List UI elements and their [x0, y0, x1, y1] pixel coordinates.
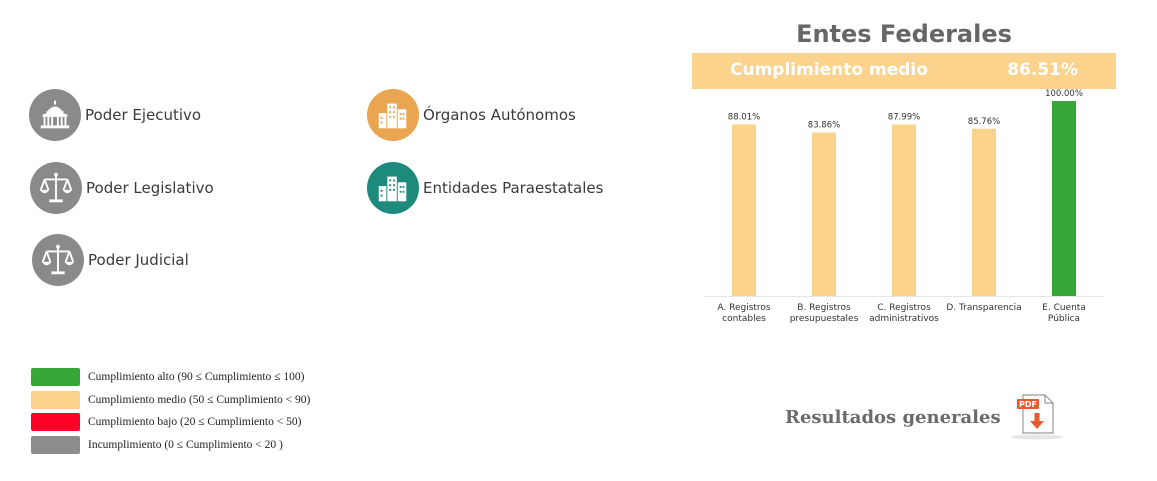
data-label: 88.01% [728, 112, 760, 122]
category-label: presupuestales [790, 314, 859, 324]
bar [892, 124, 916, 296]
category-entidades-paraestatales[interactable]: Entidades Paraestatales [367, 162, 603, 214]
resultados-generales-link[interactable]: Resultados generales PDF [785, 393, 1069, 441]
city-buildings-icon [367, 89, 419, 141]
pdf-badge-text: PDF [1019, 400, 1037, 409]
legend-label: Incumplimiento (0 ≤ Cumplimiento < 20 ) [88, 438, 283, 451]
category-label: A. Registros [717, 303, 771, 313]
legend-swatch [31, 435, 80, 454]
data-label: 83.86% [808, 120, 840, 130]
chart-title: Entes Federales [796, 20, 1012, 48]
category-label: administrativos [869, 314, 939, 324]
category-label: Órganos Autónomos [423, 106, 576, 124]
category-poder-judicial[interactable]: Poder Judicial [32, 234, 189, 286]
legend-item-bajo: Cumplimiento bajo (20 ≤ Cumplimiento < 5… [31, 411, 310, 434]
legend-swatch [31, 368, 80, 387]
category-label: Poder Judicial [88, 251, 189, 269]
summary-band: Cumplimiento medio 86.51% [692, 53, 1116, 89]
category-label: Poder Legislativo [86, 179, 214, 197]
category-label: C. Registros [877, 303, 931, 313]
data-label: 100.00% [1045, 89, 1083, 99]
summary-value: 86.51% [1007, 60, 1078, 80]
category-label: D. Transparencia [946, 303, 1021, 313]
legend-label: Cumplimiento bajo (20 ≤ Cumplimiento < 5… [88, 416, 302, 429]
category-label: contables [722, 314, 766, 324]
category-label: E. Cuenta [1042, 303, 1086, 313]
bar [812, 132, 836, 296]
category-label: Poder Ejecutivo [85, 106, 202, 124]
category-label: Pública [1048, 314, 1080, 324]
data-label: 87.99% [888, 112, 920, 122]
category-poder-legislativo[interactable]: Poder Legislativo [30, 162, 214, 214]
legend-label: Cumplimiento alto (90 ≤ Cumplimiento ≤ 1… [88, 371, 305, 384]
legend-item-incumplimiento: Incumplimiento (0 ≤ Cumplimiento < 20 ) [31, 434, 310, 457]
legend-item-medio: Cumplimiento medio (50 ≤ Cumplimiento < … [31, 389, 310, 412]
category-poder-ejecutivo[interactable]: Poder Ejecutivo [29, 89, 201, 141]
category-label: B. Registros [797, 303, 851, 313]
category-organos-autonomos[interactable]: Órganos Autónomos [367, 89, 576, 141]
bar [1052, 101, 1076, 296]
bar [732, 124, 756, 297]
legend-swatch [31, 413, 80, 432]
bar [972, 128, 996, 296]
scales-icon [32, 234, 84, 286]
city-buildings-icon [367, 162, 419, 214]
category-label: Entidades Paraestatales [423, 179, 604, 197]
summary-label: Cumplimiento medio [730, 60, 928, 80]
legend-item-alto: Cumplimiento alto (90 ≤ Cumplimiento ≤ 1… [31, 366, 310, 389]
data-label: 85.76% [968, 117, 1000, 127]
scales-icon [30, 162, 82, 214]
legend-label: Cumplimiento medio (50 ≤ Cumplimiento < … [88, 393, 311, 406]
pdf-download-icon[interactable]: PDF [1009, 393, 1069, 441]
compliance-legend: Cumplimiento alto (90 ≤ Cumplimiento ≤ 1… [31, 366, 310, 456]
results-label: Resultados generales [785, 406, 1001, 428]
capitol-building-icon [29, 89, 81, 141]
legend-swatch [31, 390, 80, 409]
